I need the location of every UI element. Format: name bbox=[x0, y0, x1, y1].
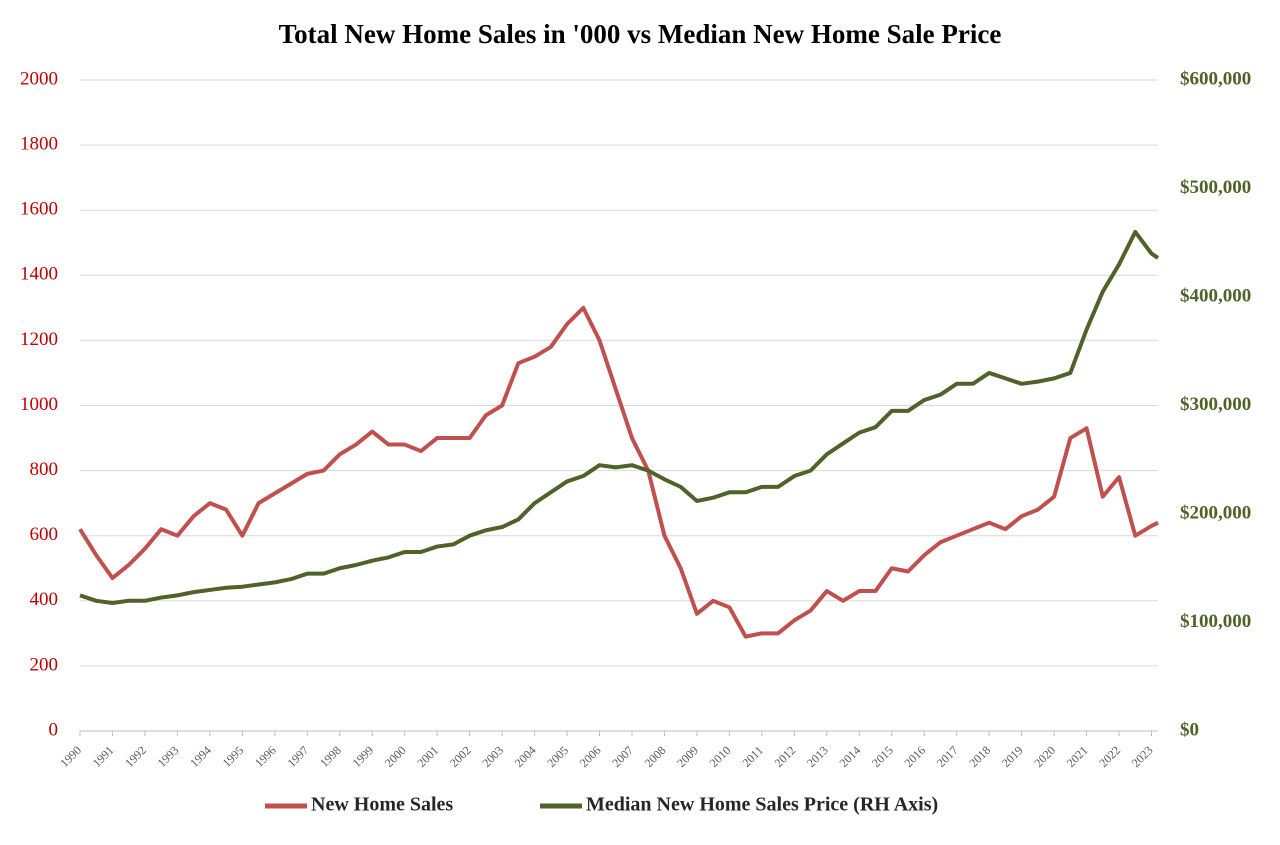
y2-tick-label: $300,000 bbox=[1180, 394, 1251, 415]
x-tick-label: 2011 bbox=[739, 743, 766, 770]
legend-label: Median New Home Sales Price (RH Axis) bbox=[586, 794, 938, 816]
y-tick-label: 1400 bbox=[20, 264, 58, 285]
x-tick-label: 2010 bbox=[707, 743, 734, 770]
x-tick-label: 1992 bbox=[122, 743, 149, 770]
x-tick-label: 2016 bbox=[901, 743, 928, 770]
x-tick-label: 1997 bbox=[284, 743, 311, 770]
x-tick-label: 1994 bbox=[187, 743, 214, 770]
y2-tick-label: $500,000 bbox=[1180, 177, 1251, 198]
x-tick-label: 2019 bbox=[999, 743, 1026, 770]
x-tick-label: 2015 bbox=[869, 743, 896, 770]
y-tick-label: 1600 bbox=[20, 199, 58, 220]
series-line bbox=[79, 229, 1160, 605]
y-tick-label: 1200 bbox=[20, 329, 58, 350]
y-tick-label: 2000 bbox=[20, 68, 58, 89]
x-tick-label: 2020 bbox=[1031, 743, 1058, 770]
y2-tick-label: $600,000 bbox=[1180, 68, 1251, 89]
x-tick-label: 2012 bbox=[772, 743, 799, 770]
x-tick-label: 2002 bbox=[447, 743, 474, 770]
x-tick-label: 2000 bbox=[382, 743, 409, 770]
y2-tick-label: $0 bbox=[1180, 719, 1199, 740]
x-tick-label: 2009 bbox=[674, 743, 701, 770]
y2-tick-label: $400,000 bbox=[1180, 285, 1251, 306]
x-tick-label: 1995 bbox=[220, 743, 247, 770]
y-tick-label: 1800 bbox=[20, 133, 58, 154]
x-tick-label: 2005 bbox=[544, 743, 571, 770]
y-tick-label: 400 bbox=[30, 589, 59, 610]
x-tick-label: 2017 bbox=[934, 743, 961, 770]
x-tick-label: 2023 bbox=[1129, 743, 1156, 770]
x-tick-label: 2022 bbox=[1096, 743, 1123, 770]
x-tick-label: 2007 bbox=[609, 743, 636, 770]
x-tick-label: 1999 bbox=[349, 743, 376, 770]
x-tick-label: 1998 bbox=[317, 743, 344, 770]
x-tick-label: 2003 bbox=[479, 743, 506, 770]
y-tick-label: 0 bbox=[49, 719, 59, 740]
x-tick-label: 2004 bbox=[512, 743, 539, 770]
y-tick-label: 800 bbox=[30, 459, 59, 480]
y-tick-label: 200 bbox=[30, 654, 59, 675]
y2-tick-label: $200,000 bbox=[1180, 502, 1251, 523]
x-tick-label: 1991 bbox=[90, 743, 117, 770]
x-tick-label: 2021 bbox=[1064, 743, 1091, 770]
x-tick-label: 2008 bbox=[642, 743, 669, 770]
x-tick-label: 1996 bbox=[252, 743, 279, 770]
x-tick-label: 2013 bbox=[804, 743, 831, 770]
y-tick-label: 1000 bbox=[20, 394, 58, 415]
y-tick-label: 600 bbox=[30, 524, 59, 545]
x-tick-label: 2018 bbox=[966, 743, 993, 770]
series-line bbox=[78, 305, 1159, 639]
chart-title: Total New Home Sales in '000 vs Median N… bbox=[279, 19, 1002, 49]
legend-label: New Home Sales bbox=[311, 794, 453, 816]
x-tick-label: 2001 bbox=[414, 743, 441, 770]
x-tick-label: 2014 bbox=[836, 743, 863, 770]
y2-tick-label: $100,000 bbox=[1180, 611, 1251, 632]
x-tick-label: 1990 bbox=[57, 743, 84, 770]
x-tick-label: 1993 bbox=[155, 743, 182, 770]
x-tick-label: 2006 bbox=[577, 743, 604, 770]
